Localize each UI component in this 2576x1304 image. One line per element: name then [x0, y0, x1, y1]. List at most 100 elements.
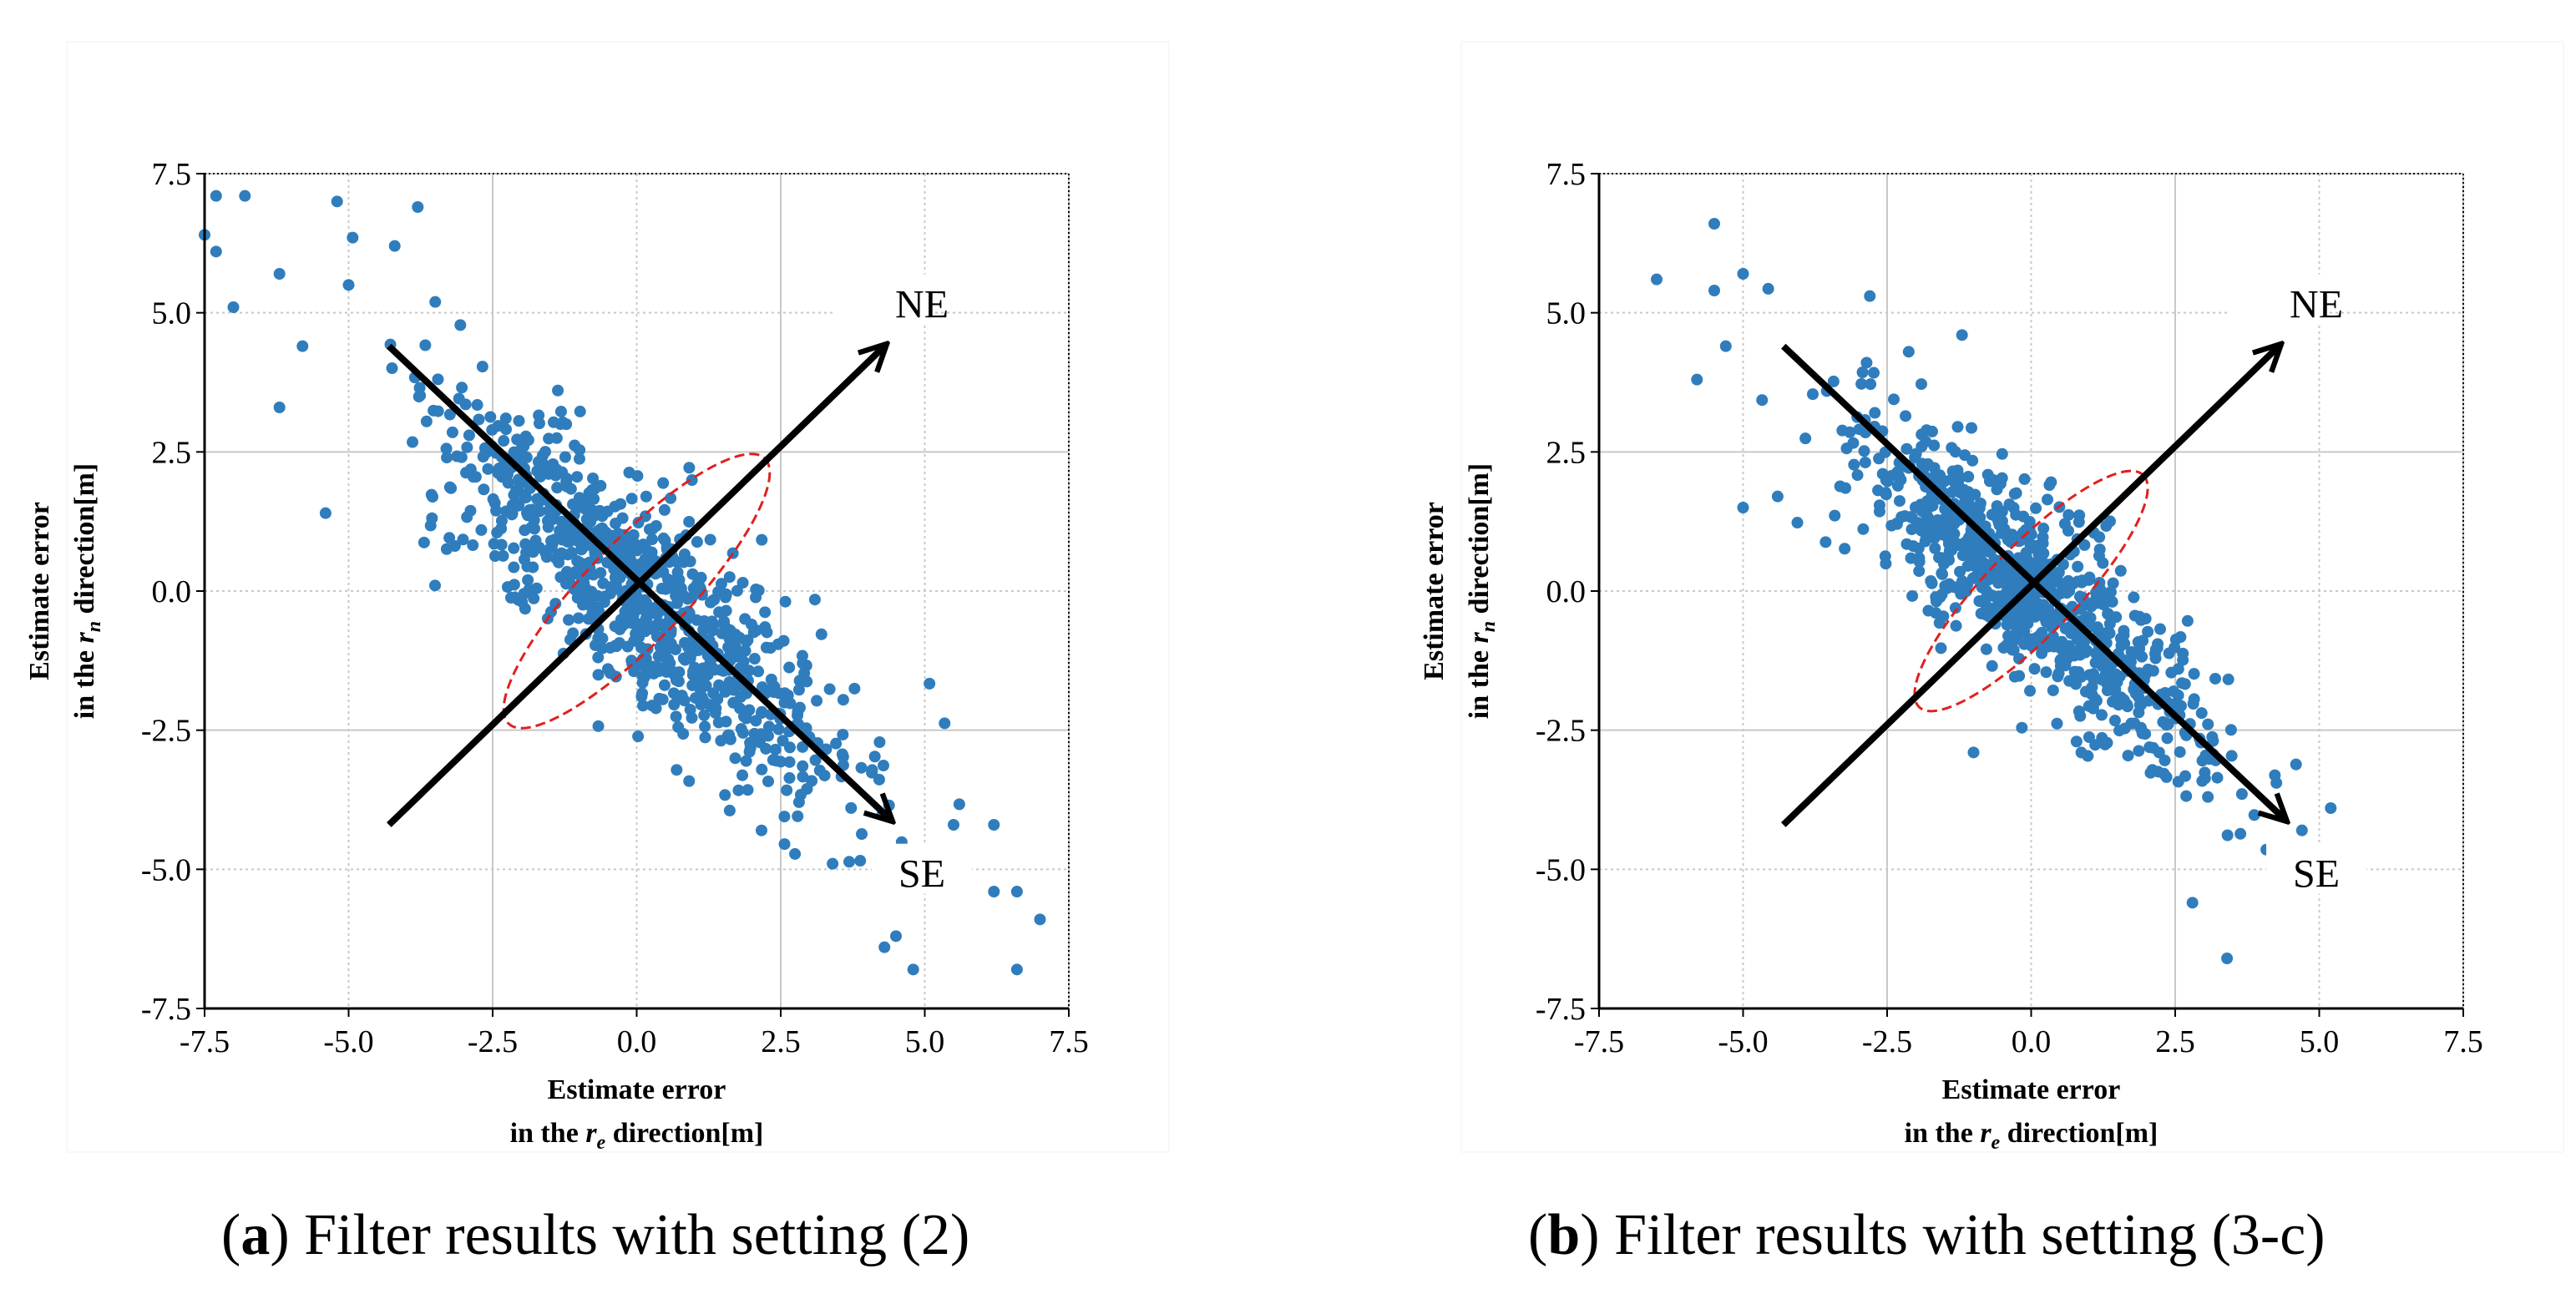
data-point: [1893, 470, 1905, 483]
data-point: [2151, 642, 2164, 655]
data-point: [715, 735, 727, 747]
data-point: [571, 471, 584, 483]
data-point: [2115, 639, 2128, 652]
data-point: [1996, 447, 2008, 460]
data-point: [419, 339, 432, 351]
data-point: [1991, 513, 2004, 526]
data-point: [848, 682, 861, 695]
label-ne-box: [2229, 274, 2330, 325]
data-point: [660, 583, 672, 595]
data-point: [2047, 684, 2059, 696]
data-point: [2199, 766, 2211, 779]
data-point: [210, 190, 222, 202]
data-point: [530, 582, 543, 594]
data-point: [595, 567, 607, 579]
x-tick-label: -2.5: [468, 1024, 518, 1059]
caption-b: (b) Filter results with setting (3-c): [1528, 1203, 2325, 1267]
data-point: [1737, 502, 1749, 513]
data-point: [2222, 673, 2234, 685]
data-point: [694, 684, 706, 696]
data-point: [752, 665, 765, 678]
data-point: [2096, 731, 2108, 744]
data-point: [528, 592, 540, 604]
data-point: [1935, 642, 1947, 655]
y-tick-label: -7.5: [1536, 992, 1586, 1027]
data-point: [2144, 766, 2157, 779]
data-point: [2211, 771, 2224, 784]
data-point: [2158, 754, 2171, 766]
data-point: [1973, 595, 1986, 608]
data-point: [1942, 520, 1955, 533]
data-point: [2093, 531, 2106, 543]
data-point: [671, 764, 683, 776]
data-point: [564, 483, 577, 495]
data-point: [595, 479, 607, 492]
data-point: [1855, 377, 1868, 390]
x-tick-label: -5.0: [1718, 1024, 1768, 1059]
data-point: [2103, 515, 2116, 528]
data-point: [1991, 483, 2003, 496]
data-point: [783, 756, 796, 768]
data-point: [708, 594, 721, 606]
data-point: [461, 441, 473, 453]
data-point: [502, 477, 514, 489]
data-point: [856, 828, 868, 841]
data-point: [476, 361, 488, 373]
data-point: [878, 941, 891, 953]
data-point: [1929, 542, 1941, 554]
data-point: [691, 536, 703, 548]
data-point: [571, 592, 584, 604]
data-point: [761, 626, 773, 639]
data-point: [781, 784, 793, 796]
data-point: [741, 634, 754, 646]
y-tick-label: 7.5: [1546, 157, 1587, 192]
data-point: [696, 662, 709, 675]
data-point: [713, 679, 726, 691]
data-point: [823, 683, 836, 695]
data-point: [728, 679, 741, 691]
data-point: [1865, 378, 1877, 391]
data-point: [2047, 640, 2060, 653]
data-point: [813, 764, 826, 776]
data-point: [432, 373, 444, 386]
data-point: [2102, 608, 2114, 620]
data-point: [2078, 635, 2091, 648]
scatter-points: [199, 190, 1046, 976]
data-point: [854, 855, 867, 867]
data-point: [585, 493, 597, 506]
data-point: [740, 755, 752, 767]
data-point: [386, 362, 398, 375]
data-point: [907, 963, 919, 976]
data-point: [429, 296, 442, 308]
data-point: [866, 766, 878, 779]
data-point: [518, 588, 530, 600]
data-point: [988, 819, 1000, 831]
data-point: [579, 503, 591, 515]
data-point: [1906, 589, 1919, 602]
label-ne: NE: [895, 283, 949, 327]
data-point: [1762, 282, 1774, 295]
data-point: [682, 641, 695, 654]
data-point: [2062, 524, 2074, 537]
data-point: [836, 748, 848, 761]
data-point: [662, 615, 675, 628]
data-point: [1651, 273, 1663, 286]
data-point: [1966, 553, 1978, 566]
data-point: [2168, 685, 2180, 698]
data-point: [778, 838, 791, 851]
data-point: [632, 730, 645, 743]
data-point: [2018, 473, 2031, 485]
data-point: [342, 279, 355, 291]
y-tick-label: -2.5: [1536, 714, 1586, 749]
data-point: [1956, 538, 1969, 551]
data-point: [2221, 829, 2234, 842]
data-point: [464, 504, 477, 517]
data-point: [783, 741, 796, 754]
data-point: [639, 625, 651, 638]
data-point: [635, 641, 647, 654]
data-point: [2147, 741, 2159, 754]
data-point: [1943, 544, 1956, 557]
data-point: [519, 491, 532, 503]
data-point: [454, 319, 467, 331]
data-point: [463, 429, 475, 442]
